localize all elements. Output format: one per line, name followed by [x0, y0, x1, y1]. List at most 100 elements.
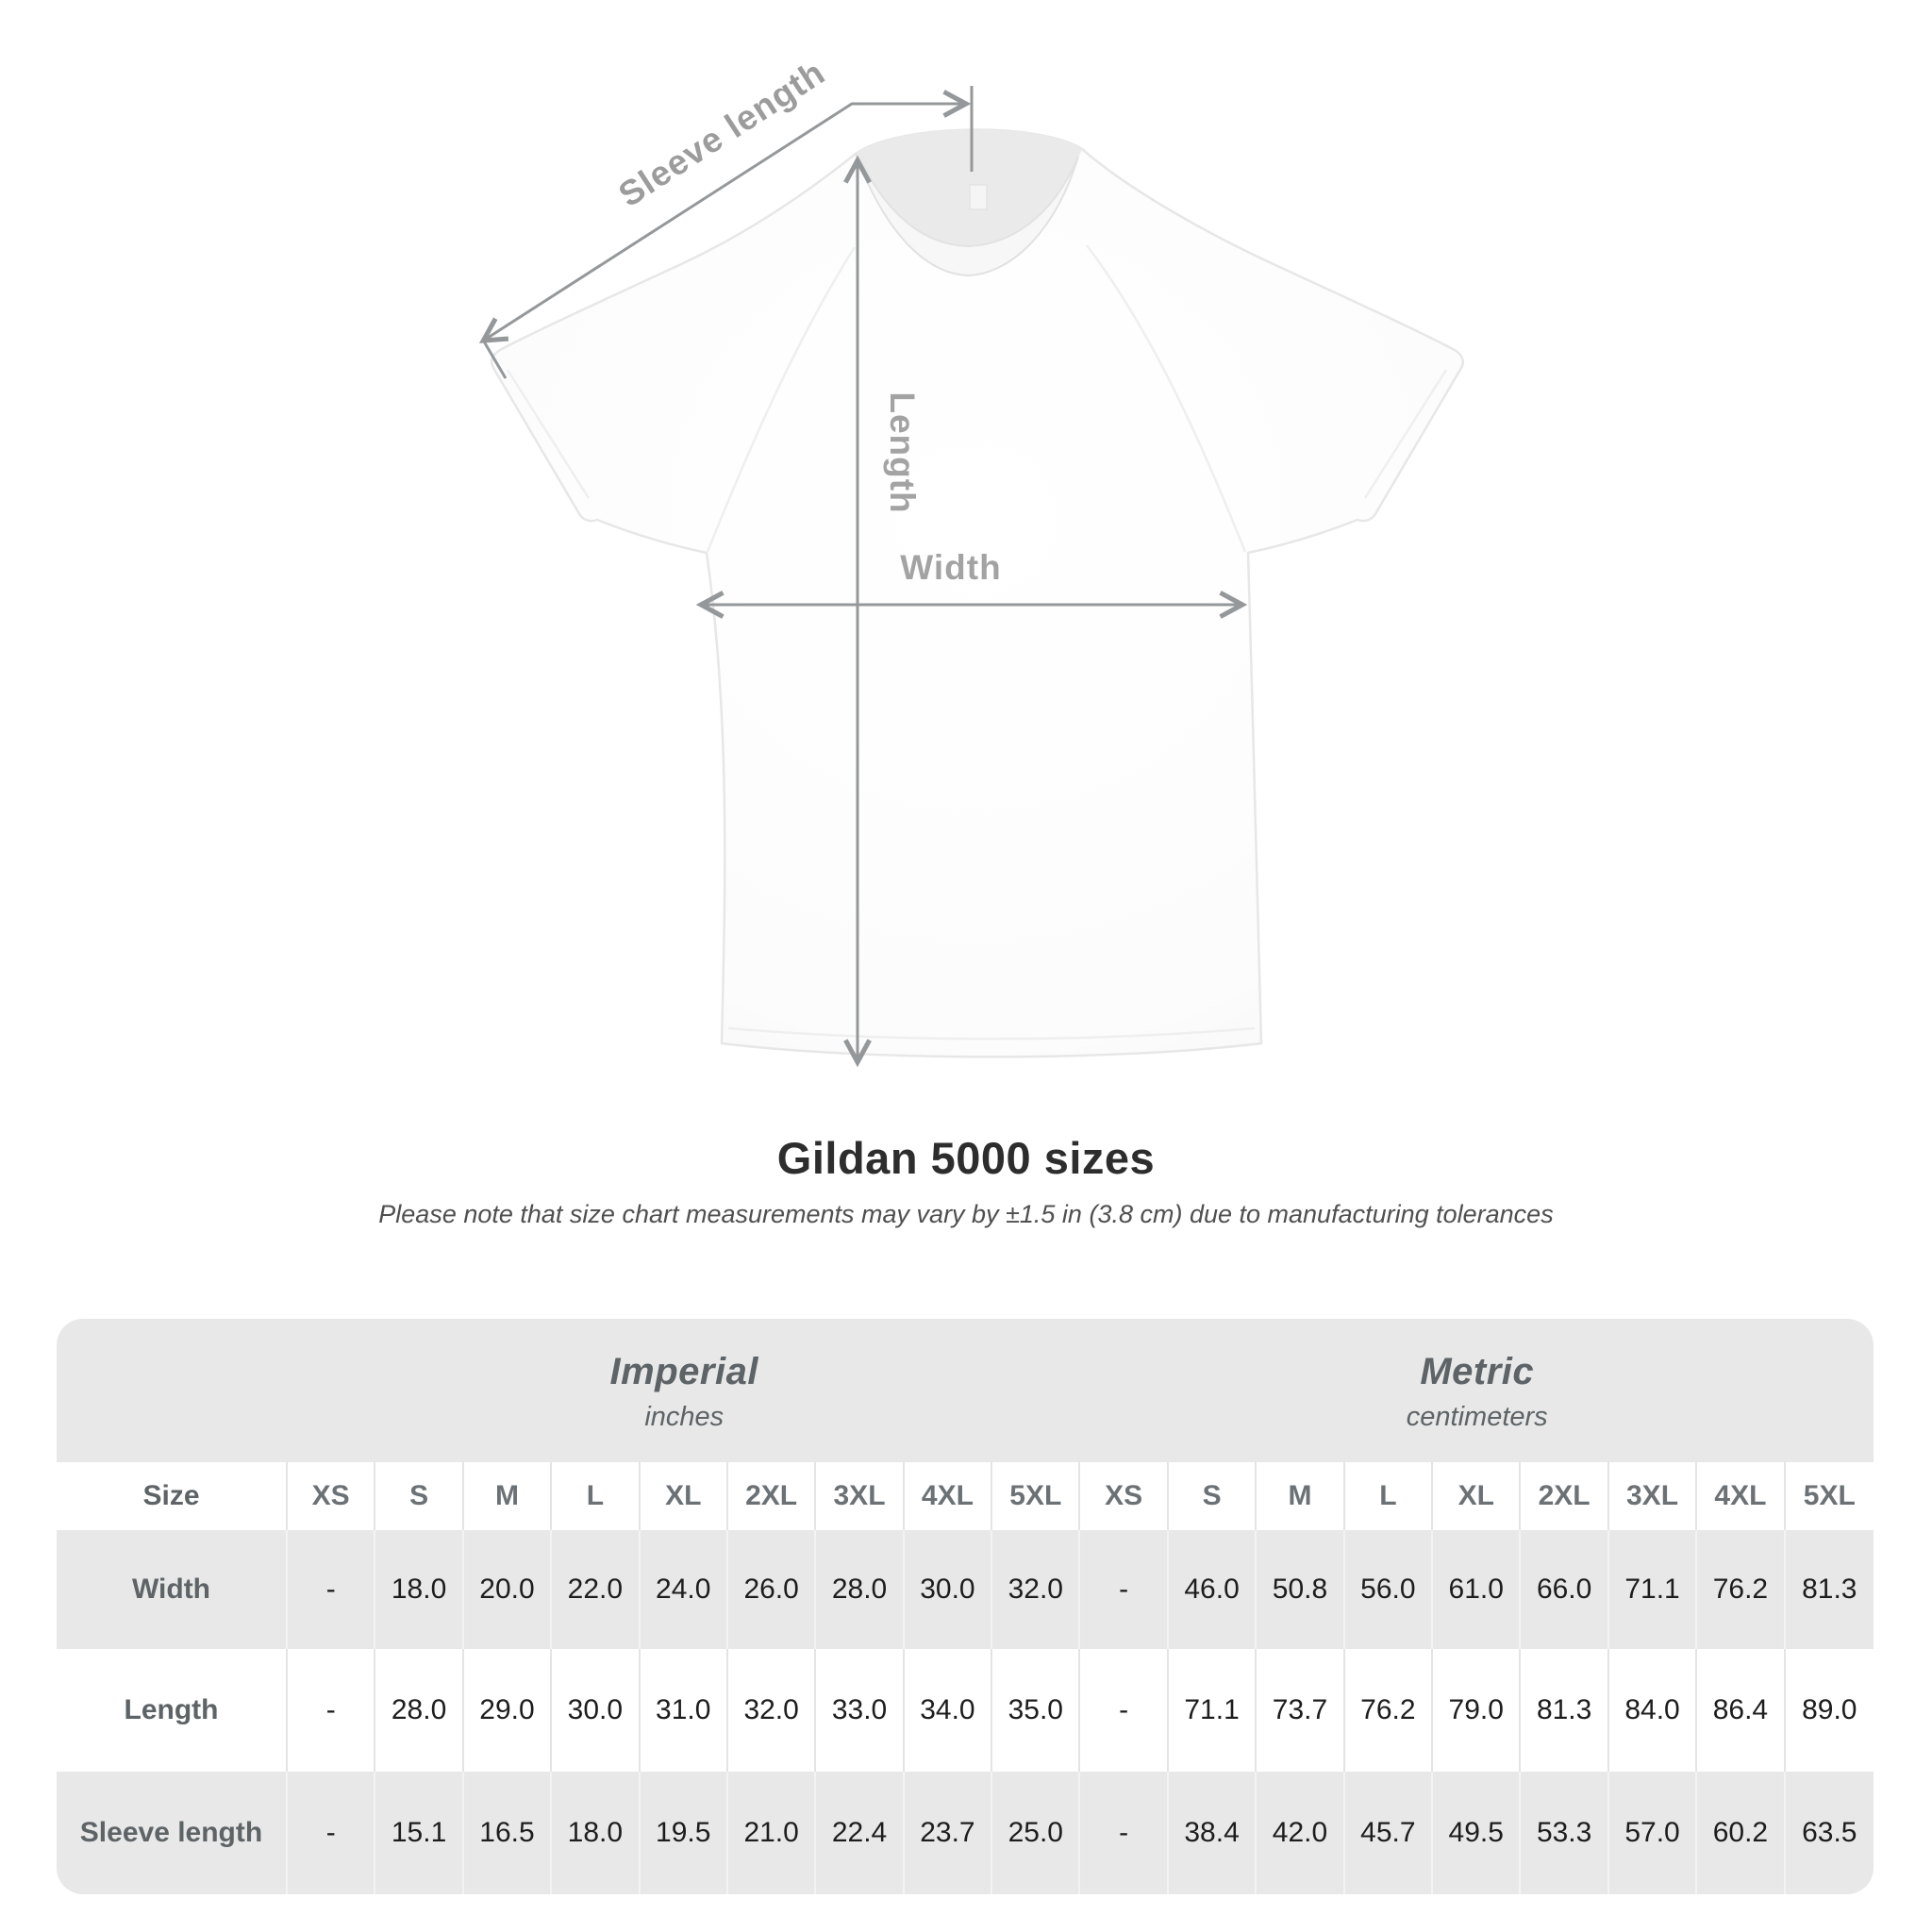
imperial-value: 29.0 — [464, 1649, 553, 1772]
row-label: Sleeve length — [57, 1772, 288, 1894]
tolerance-note: Please note that size chart measurements… — [378, 1200, 1554, 1228]
size-header-imperial: XS — [288, 1462, 376, 1530]
imperial-value: 26.0 — [728, 1530, 817, 1649]
imperial-value: 25.0 — [992, 1772, 1081, 1894]
size-header-metric: XL — [1433, 1462, 1522, 1530]
metric-value: 81.3 — [1521, 1649, 1609, 1772]
imperial-value: 30.0 — [552, 1649, 641, 1772]
size-header-imperial: XL — [641, 1462, 728, 1530]
imperial-value: 30.0 — [905, 1530, 993, 1649]
imperial-value: 32.0 — [992, 1530, 1081, 1649]
imperial-value: 32.0 — [728, 1649, 817, 1772]
metric-value: 50.8 — [1257, 1530, 1345, 1649]
imperial-value: 22.4 — [816, 1772, 905, 1894]
metric-value: 86.4 — [1697, 1649, 1786, 1772]
metric-value: 71.1 — [1169, 1649, 1257, 1772]
right-cuff-stitch — [1363, 369, 1448, 499]
metric-value: 38.4 — [1169, 1772, 1257, 1894]
metric-value: 76.2 — [1345, 1649, 1434, 1772]
imperial-value: 35.0 — [992, 1649, 1081, 1772]
size-header-imperial: S — [375, 1462, 464, 1530]
size-header-metric: 2XL — [1521, 1462, 1609, 1530]
metric-value: 49.5 — [1433, 1772, 1522, 1894]
size-header-metric: L — [1345, 1462, 1434, 1530]
imperial-value: - — [288, 1530, 376, 1649]
metric-unit: centimeters — [1406, 1401, 1548, 1432]
size-table: Imperial inches Metric centimeters Size X… — [57, 1319, 1874, 1894]
sleeve-end-tick — [482, 341, 508, 379]
size-header-imperial: 4XL — [905, 1462, 993, 1530]
imperial-value: 15.1 — [375, 1772, 464, 1894]
metric-value: 89.0 — [1802, 1694, 1857, 1725]
imperial-value: 24.0 — [641, 1530, 728, 1649]
imperial-group-header: Imperial inches — [288, 1319, 1081, 1462]
metric-value: 61.0 — [1433, 1530, 1522, 1649]
row-label: Width — [57, 1530, 288, 1649]
metric-value: 71.1 — [1609, 1530, 1698, 1649]
left-cuff-stitch — [506, 369, 591, 499]
imperial-value: 33.0 — [816, 1649, 905, 1772]
imperial-label: Imperial — [609, 1350, 758, 1392]
imperial-value: 28.0 — [375, 1649, 464, 1772]
sleeve-length-arrow — [478, 90, 972, 343]
size-header-imperial: L — [552, 1462, 641, 1530]
measurement-row: Length -28.0 29.0 30.0 31.0 32.0 33.0 34.0 35.0-… — [57, 1649, 1874, 1772]
neck-label — [969, 184, 988, 210]
metric-value: 53.3 — [1521, 1772, 1609, 1894]
size-header-imperial: 3XL — [816, 1462, 905, 1530]
length-label: Length — [883, 391, 922, 513]
metric-value: - — [1080, 1772, 1169, 1894]
size-header-metric: 4XL — [1697, 1462, 1786, 1530]
metric-value: 76.2 — [1697, 1530, 1786, 1649]
measurement-row: Width -18.0 20.0 22.0 24.0 26.0 28.0 30.0 32.0-4… — [57, 1530, 1874, 1649]
metric-value: 84.0 — [1609, 1649, 1698, 1772]
metric-value: 42.0 — [1257, 1772, 1345, 1894]
metric-group-header: Metric centimeters — [1081, 1319, 1874, 1462]
imperial-value: 34.0 — [905, 1649, 993, 1772]
metric-value: 63.5 — [1802, 1817, 1857, 1848]
band-spacer — [57, 1319, 288, 1462]
imperial-value: 31.0 — [641, 1649, 728, 1772]
metric-value: 79.0 — [1433, 1649, 1522, 1772]
metric-label: Metric — [1420, 1350, 1535, 1392]
size-header-metric: 5XL — [1803, 1480, 1856, 1511]
size-header-imperial: 5XL — [992, 1462, 1081, 1530]
metric-value: - — [1080, 1530, 1169, 1649]
imperial-value: 20.0 — [464, 1530, 553, 1649]
metric-value: 66.0 — [1521, 1530, 1609, 1649]
metric-value: 57.0 — [1609, 1772, 1698, 1894]
size-header-metric: S — [1169, 1462, 1257, 1530]
size-header-imperial: M — [464, 1462, 553, 1530]
imperial-value: 19.5 — [641, 1772, 728, 1894]
metric-value: 73.7 — [1257, 1649, 1345, 1772]
hem-stitch — [727, 1026, 1256, 1041]
row-label: Length — [57, 1649, 288, 1772]
metric-value: 60.2 — [1697, 1772, 1786, 1894]
imperial-value: 18.0 — [552, 1772, 641, 1894]
size-header-metric: XS — [1080, 1462, 1169, 1530]
imperial-value: - — [288, 1772, 376, 1894]
metric-value: 46.0 — [1169, 1530, 1257, 1649]
size-column-header: Size — [57, 1462, 288, 1530]
page-title: Gildan 5000 sizes — [776, 1133, 1156, 1183]
metric-value: 56.0 — [1345, 1530, 1434, 1649]
tshirt-diagram: Sleeve length Length Width — [478, 53, 1464, 1068]
size-header-metric: M — [1257, 1462, 1345, 1530]
metric-value: - — [1080, 1649, 1169, 1772]
metric-value: 81.3 — [1802, 1574, 1857, 1605]
size-header-imperial: 2XL — [728, 1462, 817, 1530]
metric-value: 45.7 — [1345, 1772, 1434, 1894]
sleeve-length-label: Sleeve length — [612, 53, 832, 214]
imperial-value: 18.0 — [375, 1530, 464, 1649]
imperial-value: 23.7 — [905, 1772, 993, 1894]
unit-group-band: Imperial inches Metric centimeters — [57, 1319, 1874, 1462]
imperial-value: 21.0 — [728, 1772, 817, 1894]
measurement-row: Sleeve length -15.1 16.5 18.0 19.5 21.0 22.4 23… — [57, 1772, 1874, 1894]
size-header-row: Size XS S M L XL 2XL 3XL 4XL 5XL XS S M L XL 2XL 3XL 4XL 5… — [57, 1462, 1874, 1530]
imperial-value: - — [288, 1649, 376, 1772]
right-sleeve-seam — [1086, 244, 1247, 553]
size-header-metric: 3XL — [1609, 1462, 1698, 1530]
width-label: Width — [900, 548, 1001, 587]
imperial-value: 28.0 — [816, 1530, 905, 1649]
